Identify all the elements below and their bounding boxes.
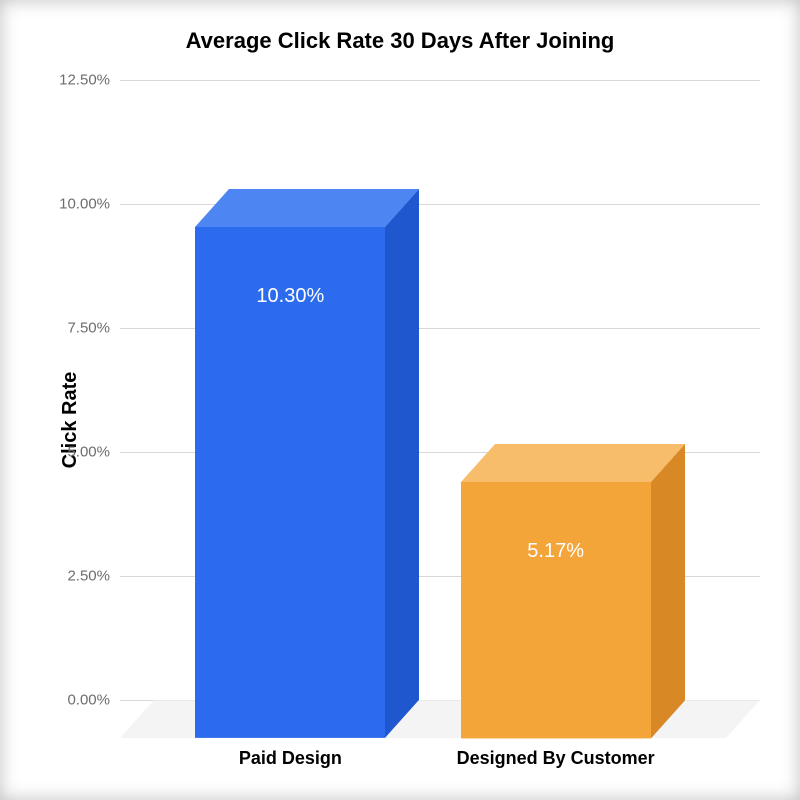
bar-top bbox=[461, 444, 685, 482]
y-tick-label: 5.00% bbox=[50, 444, 110, 461]
plot-area: 0.00%2.50%5.00%7.50%10.00%12.50%10.30%Pa… bbox=[120, 80, 760, 700]
y-tick-label: 2.50% bbox=[50, 568, 110, 585]
y-tick-label: 0.00% bbox=[50, 692, 110, 709]
x-category-label: Paid Design bbox=[165, 748, 415, 769]
y-tick-label: 10.00% bbox=[50, 196, 110, 213]
bar: 5.17% bbox=[461, 444, 685, 738]
y-tick-label: 12.50% bbox=[50, 72, 110, 89]
chart-area: Click Rate 0.00%2.50%5.00%7.50%10.00%12.… bbox=[50, 80, 760, 760]
bar-side bbox=[651, 444, 685, 738]
chart-frame: Average Click Rate 30 Days After Joining… bbox=[0, 0, 800, 800]
bar: 10.30% bbox=[195, 189, 419, 738]
bar-value-label: 10.30% bbox=[195, 255, 385, 308]
bar-top bbox=[195, 189, 419, 227]
bar-side bbox=[385, 189, 419, 738]
x-category-label: Designed By Customer bbox=[431, 748, 681, 769]
chart-title: Average Click Rate 30 Days After Joining bbox=[14, 28, 786, 54]
gridline bbox=[120, 80, 760, 81]
bar-value-label: 5.17% bbox=[461, 510, 651, 563]
y-tick-label: 7.50% bbox=[50, 320, 110, 337]
